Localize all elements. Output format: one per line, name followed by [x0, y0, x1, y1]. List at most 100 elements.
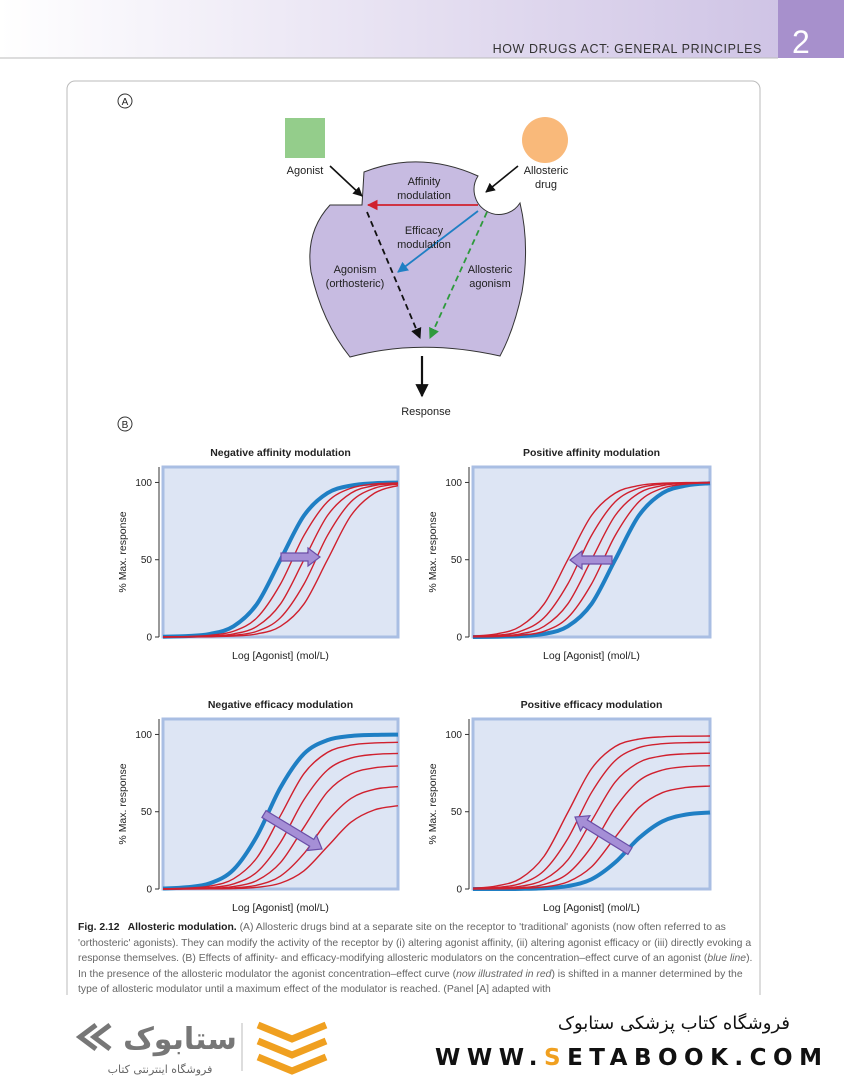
- logo-text: ستابوک: [123, 1022, 237, 1057]
- caption-text: ). In the presence of the allosteric mod…: [78, 953, 753, 980]
- caption-text: ) is shifted in a manner determined by t…: [78, 968, 743, 994]
- label-line: Agonism: [334, 264, 377, 276]
- logo-subtitle: فروشگاه اینترنتی کتاب: [108, 1063, 213, 1076]
- x-axis-label: Log [Agonist] (mol/L): [232, 902, 329, 914]
- diagram-label: Allosteric drug: [524, 165, 569, 191]
- charts: Negative affinity modulation Log [Agonist…: [117, 447, 712, 914]
- arrow: [485, 165, 519, 193]
- shift-arrow: [280, 546, 321, 568]
- chart-title: Positive affinity modulation: [523, 447, 660, 459]
- modulated-curve: [162, 741, 399, 890]
- chart-title: Positive efficacy modulation: [521, 699, 663, 711]
- modulated-curve: [472, 481, 711, 637]
- logo-mark: [256, 1021, 328, 1075]
- receptor: [309, 161, 527, 358]
- shift-arrow: [574, 814, 633, 856]
- modulated-curve: [472, 741, 711, 890]
- label-line: agonism: [469, 278, 511, 290]
- y-axis-label: % Max. response: [117, 763, 129, 844]
- panel-badge: [117, 93, 133, 109]
- caption-text: (A) Allosteric drugs bind at a separate …: [78, 922, 752, 965]
- x-axis-label: Log [Agonist] (mol/L): [543, 902, 640, 914]
- y-tick-label: 100: [135, 478, 152, 489]
- plot-area: [471, 465, 712, 639]
- website: WWW.SETABOOK.COM: [435, 1045, 829, 1071]
- label-line: modulation: [397, 190, 451, 202]
- chart: Negative efficacy modulation Log [Agonist…: [117, 699, 400, 914]
- arrow: [429, 211, 488, 339]
- modulated-curve: [162, 484, 399, 638]
- modulated-curve: [472, 735, 711, 889]
- diagram-label: Allosteric agonism: [468, 264, 513, 290]
- y-tick-label: 50: [141, 807, 153, 818]
- website-part: ETABOOK.COM: [567, 1045, 828, 1071]
- arrow: [397, 210, 479, 273]
- diagram-label: Response: [401, 406, 451, 418]
- allosteric-circle: [522, 117, 568, 163]
- diagram-label: Efficacy modulation: [397, 225, 451, 251]
- caption-title: Allosteric modulation.: [127, 922, 237, 933]
- panel-badge: [117, 416, 133, 432]
- chart: Negative affinity modulation Log [Agonist…: [117, 447, 400, 662]
- figure-page: HOW DRUGS ACT: GENERAL PRINCIPLES 2 A B …: [0, 0, 844, 995]
- arrow: [366, 211, 422, 339]
- shift-arrow: [261, 809, 323, 852]
- y-tick-label: 0: [146, 885, 152, 896]
- chart: Positive efficacy modulation Log [Agonist…: [427, 699, 712, 914]
- plot-area: [161, 717, 400, 891]
- agonist-square: [285, 118, 325, 158]
- label-line: (orthosteric): [326, 278, 385, 290]
- diagram-label: Agonist: [287, 165, 324, 177]
- running-title: HOW DRUGS ACT: GENERAL PRINCIPLES: [493, 42, 762, 56]
- y-tick-label: 0: [456, 633, 462, 644]
- x-axis-label: Log [Agonist] (mol/L): [232, 650, 329, 662]
- y-axis-label: % Max. response: [427, 763, 439, 844]
- label-line: drug: [535, 179, 557, 191]
- footer: ستابوک فروشگاه اینترنتی کتاب فروشگاه کتا…: [0, 995, 844, 1080]
- y-tick-label: 50: [141, 555, 153, 566]
- chart-title: Negative efficacy modulation: [208, 699, 353, 711]
- arrow: [329, 165, 363, 197]
- footer-graphics: ستابوک فروشگاه اینترنتی کتاب فروشگاه کتا…: [75, 1012, 829, 1076]
- modulated-curve: [472, 752, 711, 890]
- y-tick-label: 100: [445, 478, 462, 489]
- chapter-number: 2: [792, 24, 810, 60]
- caption-label: Fig. 2.12: [78, 922, 120, 933]
- chart-title: Negative affinity modulation: [210, 447, 351, 459]
- y-tick-label: 0: [146, 633, 152, 644]
- caption-text: blue line: [707, 953, 747, 965]
- chapter-box: [778, 0, 844, 58]
- receptor-diagram: Agonist Allosteric drug Affinity modulatio…: [285, 117, 569, 418]
- caption-text: now illustrated in red: [456, 968, 552, 980]
- label-line: Efficacy: [405, 225, 444, 237]
- website-part: S: [544, 1045, 567, 1071]
- modulated-curve: [472, 482, 711, 638]
- label-line: Allosteric: [468, 264, 513, 276]
- y-tick-label: 100: [445, 730, 462, 741]
- y-axis-label: % Max. response: [427, 511, 439, 592]
- plot-area: [471, 717, 712, 891]
- y-tick-label: 50: [451, 807, 463, 818]
- shift-arrow: [569, 549, 613, 571]
- x-axis-label: Log [Agonist] (mol/L): [543, 650, 640, 662]
- website-part: WWW.: [435, 1045, 544, 1071]
- label-line: Allosteric: [524, 165, 569, 177]
- y-tick-label: 50: [451, 555, 463, 566]
- label-line: modulation: [397, 239, 451, 251]
- modulated-curve: [162, 805, 399, 890]
- store-name: فروشگاه کتاب پزشکی ستابوک: [558, 1012, 790, 1034]
- header-band: [0, 0, 844, 58]
- panel-label: A: [122, 97, 129, 108]
- y-tick-label: 100: [135, 730, 152, 741]
- y-axis-label: % Max. response: [117, 511, 129, 592]
- caption: Fig. 2.12 Allosteric modulation. (A) Allo…: [78, 920, 754, 994]
- label-line: Affinity: [408, 176, 441, 188]
- agonist-curve: [162, 732, 399, 891]
- diagram-label: Agonism (orthosteric): [326, 264, 385, 290]
- diagram-label: Affinity modulation: [397, 176, 451, 202]
- panel-label: B: [122, 420, 129, 431]
- logo-chevrons: [75, 1023, 112, 1051]
- modulated-curve: [472, 764, 711, 890]
- chart: Positive affinity modulation Log [Agonist…: [427, 447, 712, 662]
